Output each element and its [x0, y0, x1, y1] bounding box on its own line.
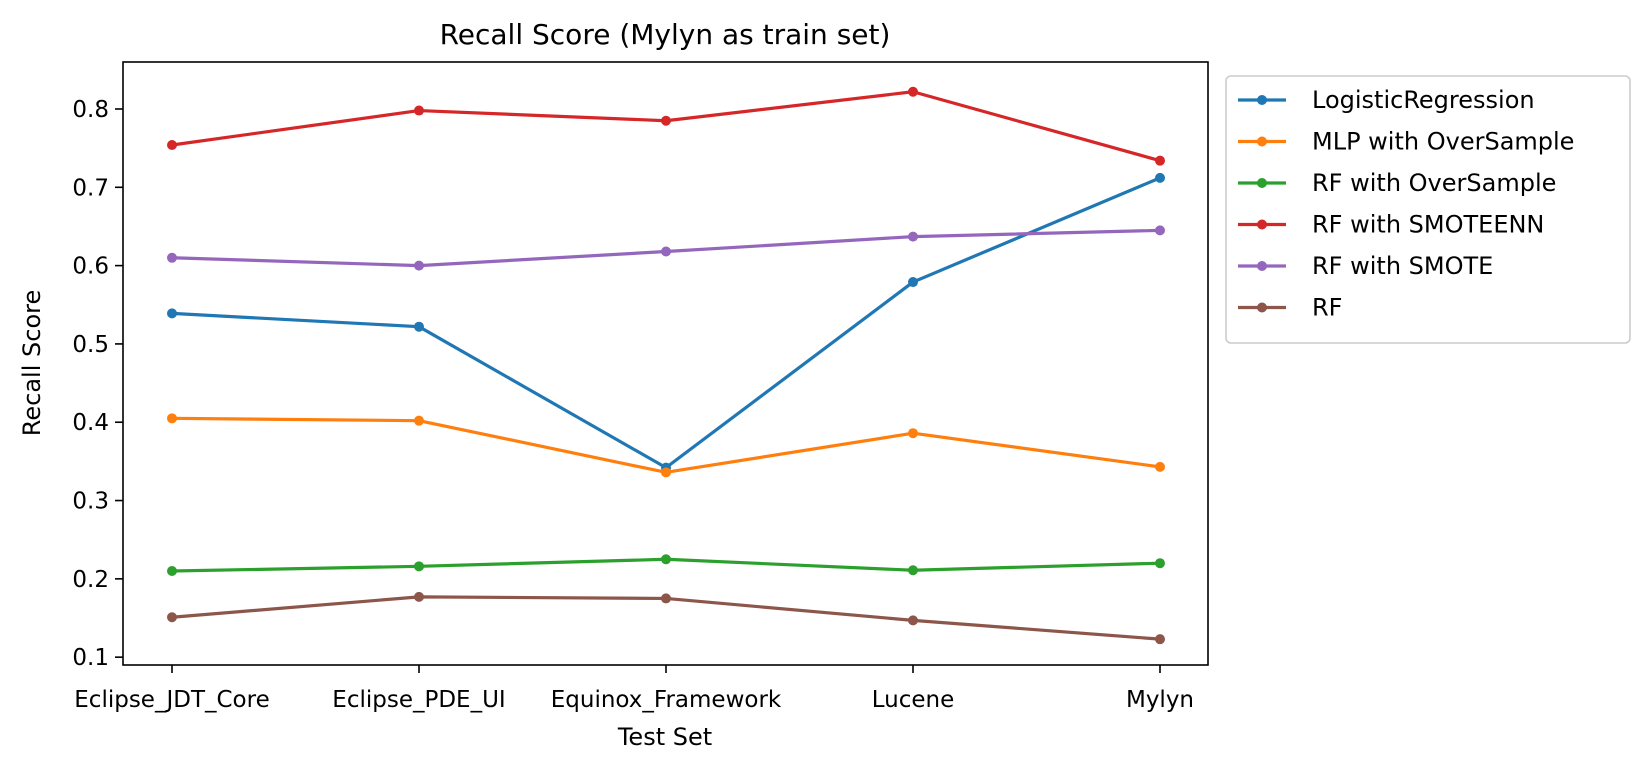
data-point — [414, 415, 424, 426]
x-tick-label: Lucene — [872, 687, 955, 713]
y-tick-label: 0.6 — [72, 254, 109, 280]
data-point — [908, 428, 918, 439]
legend-label: RF with SMOTEENN — [1312, 211, 1544, 239]
data-point — [1155, 558, 1165, 569]
x-axis: Eclipse_JDT_Core Eclipse_PDE_UI Equinox_Fr… — [74, 665, 1194, 713]
x-tick-label: Eclipse_PDE_UI — [332, 687, 505, 713]
data-point — [167, 252, 177, 263]
legend: LogisticRegression MLP with OverSample RF … — [1225, 75, 1631, 344]
x-tick-label: Eclipse_JDT_Core — [74, 687, 269, 713]
series-group — [167, 413, 1165, 478]
y-tick-label: 0.5 — [72, 332, 109, 358]
legend-label: RF with OverSample — [1312, 169, 1556, 197]
data-point — [167, 612, 177, 623]
y-tick-label: 0.8 — [72, 97, 109, 123]
data-point — [908, 277, 918, 288]
legend-label: RF — [1312, 294, 1342, 322]
series-line — [171, 176, 1161, 470]
legend-frame — [1225, 75, 1631, 344]
series-group — [167, 172, 1165, 473]
data-point — [1155, 225, 1165, 236]
x-axis-label: Test Set — [617, 723, 712, 751]
plot-frame — [122, 61, 1209, 666]
legend-label: MLP with OverSample — [1312, 128, 1574, 156]
data-point — [908, 565, 918, 576]
data-point — [908, 86, 918, 97]
data-point — [1155, 634, 1165, 645]
y-tick-label: 0.4 — [72, 410, 109, 436]
y-tick-label: 0.2 — [72, 567, 109, 593]
data-point — [167, 413, 177, 424]
y-tick-label: 0.1 — [72, 645, 109, 671]
series-group — [167, 554, 1165, 577]
y-axis-label: Recall Score — [18, 290, 46, 436]
y-axis: 0.1 0.2 0.3 0.4 0.5 0.6 0.7 0.8 — [72, 97, 123, 671]
legend-label: RF with SMOTE — [1312, 252, 1493, 280]
series-group — [167, 225, 1165, 271]
data-point — [414, 591, 424, 602]
legend-swatch-marker — [1257, 302, 1267, 313]
data-point — [414, 105, 424, 116]
legend-swatch-marker — [1257, 178, 1267, 188]
chart-title: Recall Score (Mylyn as train set) — [440, 18, 891, 51]
y-tick-label: 0.3 — [72, 489, 109, 515]
legend-swatch-marker — [1257, 261, 1267, 271]
data-point — [908, 231, 918, 242]
data-point — [661, 593, 671, 604]
data-point — [1155, 155, 1165, 166]
x-tick-label: Equinox_Framework — [551, 687, 782, 713]
data-point — [908, 615, 918, 626]
data-point — [661, 115, 671, 126]
data-point — [167, 308, 177, 319]
data-point — [167, 140, 177, 151]
data-point — [661, 554, 671, 565]
y-tick-label: 0.7 — [72, 175, 109, 201]
plot-lines — [167, 86, 1165, 645]
data-point — [661, 246, 671, 257]
data-point — [661, 467, 671, 478]
data-point — [167, 566, 177, 577]
data-point — [1155, 172, 1165, 183]
data-point — [414, 561, 424, 572]
data-point — [414, 260, 424, 271]
series-line — [171, 90, 1161, 163]
legend-label: LogisticRegression — [1312, 86, 1535, 114]
legend-swatch-marker — [1257, 95, 1267, 105]
legend-swatch-marker — [1257, 136, 1267, 147]
data-point — [414, 321, 424, 332]
x-tick-label: Mylyn — [1126, 687, 1194, 713]
legend-swatch-marker — [1257, 219, 1267, 230]
data-point — [1155, 461, 1165, 472]
series-group — [167, 86, 1165, 166]
series-group — [167, 591, 1165, 645]
